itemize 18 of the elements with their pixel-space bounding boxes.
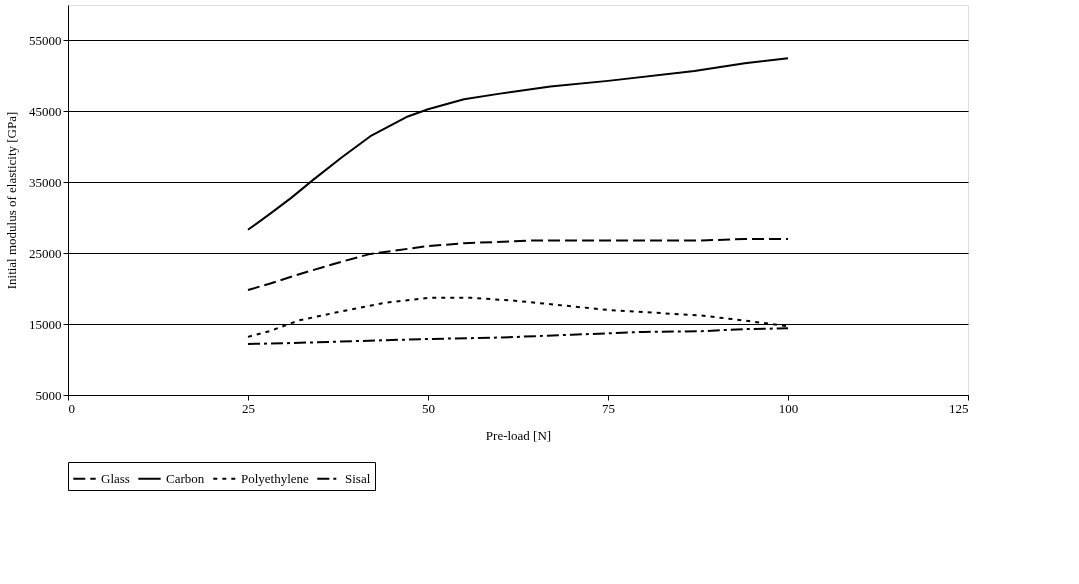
y-tick-label: 45000 bbox=[29, 103, 62, 119]
y-tick-label: 15000 bbox=[29, 316, 62, 332]
y-tick-label: 25000 bbox=[29, 245, 62, 261]
legend-label: Polyethylene bbox=[241, 470, 310, 486]
legend-label: Carbon bbox=[166, 470, 205, 486]
x-tick-label: 25 bbox=[242, 400, 255, 416]
x-axis-title: Pre-load [N] bbox=[485, 427, 552, 443]
x-tick-label: 50 bbox=[422, 400, 435, 416]
legend-label: Glass bbox=[101, 470, 130, 486]
y-tick-label: 35000 bbox=[29, 174, 62, 190]
x-tick-label: 100 bbox=[778, 400, 799, 416]
x-tick-label: 125 bbox=[949, 400, 969, 416]
x-tick-label: 75 bbox=[602, 400, 615, 416]
y-axis-title: Initial modulus of elasticity [GPa] bbox=[4, 111, 19, 290]
y-tick-label: 55000 bbox=[29, 32, 62, 48]
y-tick-label: 5000 bbox=[35, 387, 62, 403]
legend-label: Sisal bbox=[345, 470, 371, 486]
x-tick-label: 0 bbox=[68, 400, 75, 416]
